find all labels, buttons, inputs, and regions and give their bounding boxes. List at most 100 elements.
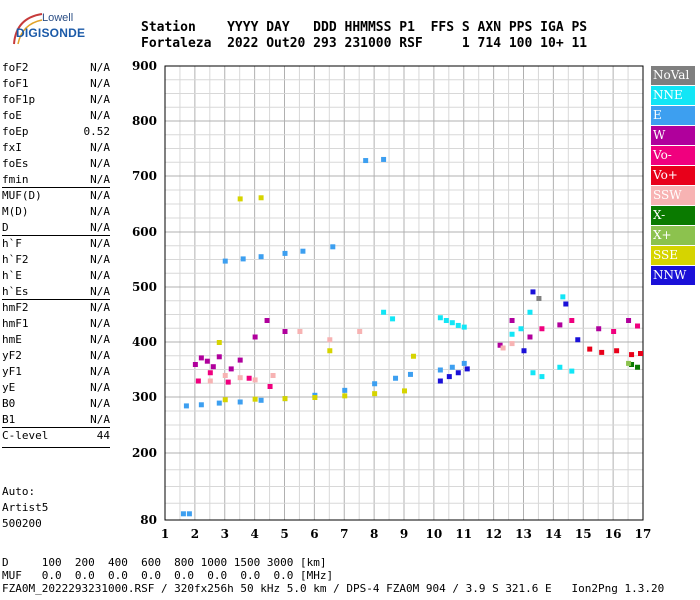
param-label: foE (2, 109, 22, 122)
echo-point-nne (390, 316, 396, 322)
y-tick-label: 300 (132, 390, 157, 404)
param-group-divider (2, 187, 110, 188)
echo-point-vo (267, 384, 273, 389)
echo-point-ssw (207, 378, 213, 384)
echo-point-nne (530, 370, 536, 376)
legend-item-e: E (651, 106, 695, 125)
echo-point-e (282, 250, 288, 256)
param-row-clevel: C-level 44 (2, 428, 110, 444)
legend-item-noval: NoVal (651, 66, 695, 85)
footer-distance-row: D 100 200 400 600 800 1000 1500 3000 [km… (2, 556, 327, 569)
echo-point-ssw (327, 337, 333, 343)
x-tick-label: 9 (400, 527, 408, 541)
echo-point-ssw (270, 373, 276, 378)
param-row-mufd: MUF(D) N/A (2, 188, 110, 204)
echo-point-e (186, 511, 192, 517)
echo-point-nnw (455, 370, 461, 376)
x-tick-label: 14 (545, 527, 562, 541)
x-tick-label: 10 (426, 527, 443, 541)
header-labels: Station YYYY DAY DDD HHMMSS P1 FFS S AXN… (141, 20, 588, 35)
param-group-divider (2, 235, 110, 236)
echo-point-vo (611, 329, 617, 334)
param-label: h`F2 (2, 253, 29, 266)
polarization-legend: NoVal NNE E W Vo- Vo+ SSW X- X+ SSE NNW (651, 66, 695, 286)
logo-lowell-text: Lowell (42, 12, 74, 24)
echo-point-vo (599, 349, 605, 355)
x-tick-label: 8 (370, 527, 378, 541)
param-value: N/A (90, 349, 110, 362)
y-tick-label: 500 (132, 280, 157, 294)
param-row-fof1: foF1 N/A (2, 76, 110, 92)
x-tick-label: 11 (455, 527, 472, 541)
echo-point-e (180, 511, 186, 517)
legend-item-x: X+ (651, 226, 695, 245)
param-value: N/A (90, 141, 110, 154)
param-label: B1 (2, 413, 16, 426)
logo-digisonde-text: DIGISONDE (16, 26, 86, 40)
echo-point-e (363, 158, 369, 164)
echo-point-w (228, 366, 234, 372)
x-tick-label: 3 (221, 527, 229, 541)
echo-point-nne (449, 320, 455, 326)
echo-point-nne (509, 331, 515, 337)
param-label: M(D) (2, 205, 29, 218)
y-tick-label: 800 (132, 114, 157, 128)
echo-point-vo (225, 379, 231, 385)
param-label: foF2 (2, 61, 29, 74)
param-value: N/A (90, 285, 110, 298)
param-value: N/A (90, 189, 110, 202)
param-value: N/A (90, 93, 110, 106)
param-label: foF1p (2, 93, 36, 106)
param-value: N/A (90, 61, 110, 74)
echo-point-sse (410, 353, 416, 359)
x-tick-label: 5 (280, 527, 288, 541)
param-row-md: M(D) N/A (2, 204, 110, 220)
echo-point-e (342, 387, 348, 393)
echo-point-e (449, 364, 455, 370)
param-label: yF1 (2, 365, 22, 378)
echo-point-nne (437, 315, 443, 321)
echo-point-x (626, 360, 632, 366)
echo-point-nne (527, 309, 533, 315)
echo-point-ssw (500, 345, 506, 351)
legend-item-w: W (651, 126, 695, 145)
param-value: N/A (90, 221, 110, 234)
echo-point-sse (216, 340, 222, 345)
auto-version: 500200 (2, 517, 42, 530)
param-group-divider (2, 427, 110, 428)
x-tick-label: 2 (191, 527, 199, 541)
echo-point-w (192, 362, 198, 367)
lowell-digisonde-logo: Lowell DIGISONDE (8, 8, 85, 48)
station-header: Station YYYY DAY DDD HHMMSS P1 FFS S AXN… (141, 20, 587, 52)
echo-point-e (222, 258, 228, 264)
param-row-fxi: fxI N/A (2, 140, 110, 156)
param-label: foF1 (2, 77, 29, 90)
param-value: N/A (90, 301, 110, 314)
echo-point-e (258, 397, 264, 403)
y-tick-label: 200 (132, 446, 157, 460)
echo-point-sse (222, 397, 228, 403)
echo-point-e (393, 375, 399, 381)
param-label: yE (2, 381, 16, 394)
echo-point-vo (569, 318, 575, 323)
param-row-b0: B0 N/A (2, 396, 110, 412)
echo-point-sse (402, 388, 407, 394)
echo-point-w (509, 318, 515, 323)
param-label: hmF2 (2, 301, 29, 314)
param-label: foEs (2, 157, 29, 170)
echo-point-noval (536, 296, 542, 301)
param-row-yf1: yF1 N/A (2, 364, 110, 380)
auto-label: Auto: (2, 485, 36, 498)
param-group-divider (2, 299, 110, 300)
x-tick-label: 13 (515, 527, 532, 541)
echo-point-nne (455, 322, 461, 328)
param-row-foep: foEp 0.52 (2, 124, 110, 140)
param-label: C-level (2, 429, 49, 442)
echo-point-nnw (575, 337, 581, 343)
param-value: 0.52 (83, 125, 111, 138)
echo-point-nne (518, 326, 524, 332)
echo-point-w (210, 364, 216, 370)
param-label: fmin (2, 173, 29, 186)
y-tick-label: 900 (132, 59, 157, 73)
